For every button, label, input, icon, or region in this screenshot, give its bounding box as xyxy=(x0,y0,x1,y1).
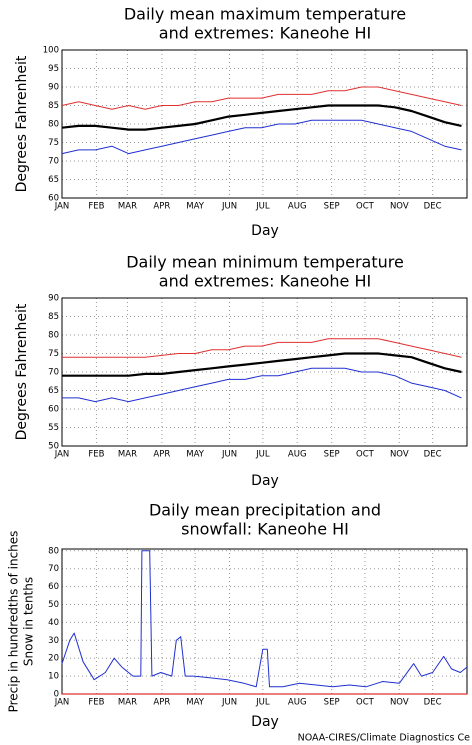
y-tick-label: 75 xyxy=(48,349,59,359)
y-tick-label: 85 xyxy=(48,101,59,111)
x-tick-label: FEB xyxy=(88,450,104,460)
x-tick-label: DEC xyxy=(424,698,442,708)
y-tick-label: 60 xyxy=(48,405,59,415)
chart-title: Daily mean minimum temperature xyxy=(126,253,404,272)
data-line xyxy=(61,119,462,155)
y-tick-label: 40 xyxy=(48,618,59,628)
y-axis-label: Snow in tenths xyxy=(22,577,36,666)
y-tick-label: 80 xyxy=(48,546,59,556)
x-axis-label: Day xyxy=(251,223,279,239)
chart-title: Daily mean precipitation and xyxy=(149,501,381,520)
x-tick-label: AUG xyxy=(288,202,307,212)
x-tick-label: FEB xyxy=(88,698,104,708)
x-tick-label: APR xyxy=(153,698,170,708)
x-tick-label: OCT xyxy=(356,450,375,460)
y-tick-label: 85 xyxy=(48,312,59,322)
y-tick-label: 10 xyxy=(48,672,59,682)
data-line xyxy=(61,550,468,688)
x-tick-label: AUG xyxy=(288,450,307,460)
x-tick-label: NOV xyxy=(390,450,409,460)
chart-title: and extremes: Kaneohe HI xyxy=(159,24,371,43)
x-tick-label: OCT xyxy=(356,698,375,708)
y-axis-label: Degrees Fahrenheit xyxy=(14,55,30,192)
x-tick-label: JUL xyxy=(255,698,270,708)
x-tick-label: MAR xyxy=(118,202,137,212)
x-tick-label: AUG xyxy=(288,698,307,708)
y-tick-label: 70 xyxy=(48,564,59,574)
y-tick-label: 65 xyxy=(48,175,59,185)
y-tick-label: 50 xyxy=(48,600,59,610)
x-tick-label: MAR xyxy=(118,698,137,708)
y-tick-label: 90 xyxy=(48,294,59,304)
y-tick-label: 65 xyxy=(48,386,59,396)
x-tick-label: SEP xyxy=(324,202,340,212)
y-tick-label: 70 xyxy=(48,157,59,167)
x-tick-label: JAN xyxy=(54,202,70,212)
x-tick-label: JAN xyxy=(54,698,70,708)
x-tick-label: DEC xyxy=(424,450,442,460)
data-line xyxy=(62,338,462,358)
y-tick-label: 95 xyxy=(48,64,59,74)
x-tick-label: JUN xyxy=(221,698,237,708)
x-tick-label: JUN xyxy=(221,202,237,212)
y-tick-label: 0 xyxy=(54,690,59,700)
x-tick-label: MAY xyxy=(186,450,204,460)
x-tick-label: APR xyxy=(153,450,170,460)
y-tick-label: 80 xyxy=(48,120,59,130)
y-tick-label: 55 xyxy=(48,423,59,433)
y-tick-label: 30 xyxy=(48,636,59,646)
x-tick-label: SEP xyxy=(324,698,340,708)
y-tick-label: 100 xyxy=(43,46,59,56)
data-line xyxy=(61,86,462,110)
x-tick-label: FEB xyxy=(88,202,104,212)
chart-title: snowfall: Kaneohe HI xyxy=(181,520,349,539)
data-line xyxy=(61,104,462,131)
y-tick-label: 20 xyxy=(48,654,59,664)
y-tick-label: 75 xyxy=(48,138,59,148)
x-tick-label: MAY xyxy=(186,202,204,212)
x-axis-label: Day xyxy=(251,714,279,730)
y-axis-label: Precip in hundredths of inches xyxy=(7,531,21,713)
x-tick-label: JUL xyxy=(255,202,270,212)
y-tick-label: 60 xyxy=(48,582,59,592)
plot-frame xyxy=(61,49,468,199)
data-line xyxy=(62,352,462,377)
x-tick-label: APR xyxy=(153,202,170,212)
plot-frame xyxy=(61,548,468,695)
x-tick-label: MAR xyxy=(118,450,137,460)
chart-title: and extremes: Kaneohe HI xyxy=(159,272,371,291)
x-tick-label: OCT xyxy=(356,202,375,212)
x-tick-label: MAY xyxy=(186,698,204,708)
y-tick-label: 60 xyxy=(48,194,59,204)
x-tick-label: NOV xyxy=(390,202,409,212)
y-tick-label: 70 xyxy=(48,368,59,378)
x-tick-label: JUL xyxy=(255,450,270,460)
chart-title: Daily mean maximum temperature xyxy=(124,5,406,24)
y-tick-label: 50 xyxy=(48,442,59,452)
x-tick-label: DEC xyxy=(424,202,442,212)
x-tick-label: SEP xyxy=(324,450,340,460)
y-tick-label: 80 xyxy=(48,331,59,341)
plot-frame xyxy=(61,297,468,447)
y-axis-label: Degrees Fahrenheit xyxy=(14,303,30,440)
footer: NOAA-CIRES/Climate Diagnostics Ce xyxy=(298,733,471,744)
y-tick-label: 90 xyxy=(48,83,59,93)
x-axis-label: Day xyxy=(251,473,279,489)
x-tick-label: JAN xyxy=(54,450,70,460)
data-line xyxy=(62,367,462,403)
x-tick-label: NOV xyxy=(390,698,409,708)
x-tick-label: JUN xyxy=(221,450,237,460)
